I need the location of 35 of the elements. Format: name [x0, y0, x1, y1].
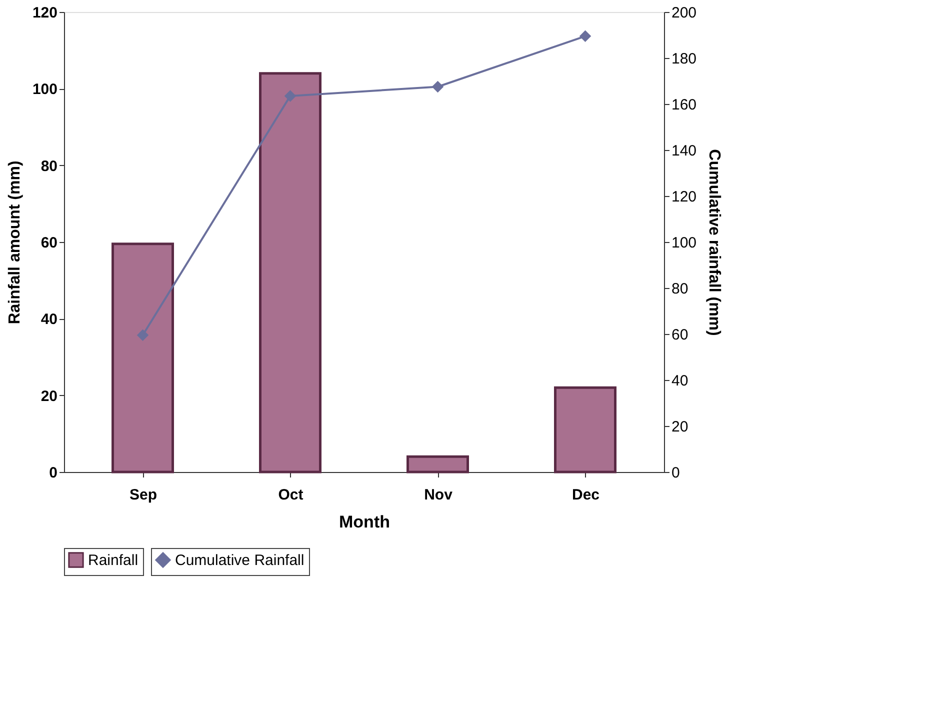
y2-tick-label: 80: [672, 280, 688, 298]
y-tick-label: 20: [40, 388, 58, 405]
y-axis-title: Rainfall amount (mm): [6, 160, 24, 324]
y-tick-label: 100: [32, 81, 58, 98]
y2-tick-label: 120: [672, 188, 697, 206]
point: [284, 90, 296, 102]
y2-tick-label: 160: [672, 96, 697, 114]
y-tick-label: 40: [40, 311, 58, 328]
y2-tick-label: 180: [672, 50, 697, 68]
point: [432, 81, 444, 92]
bar: [112, 242, 174, 474]
legend-label: Cumulative Rainfall: [175, 552, 304, 569]
bar: [554, 386, 616, 474]
y-tick-label: 120: [32, 4, 58, 22]
y2-axis-title: Cumulative rainfall (mm): [706, 149, 723, 336]
x-tick-label: Sep: [129, 486, 158, 504]
bar: [406, 455, 469, 474]
y2-tick-label: 100: [672, 234, 697, 252]
y2-tick-label: 140: [672, 142, 697, 160]
y-tick-label: 0: [49, 464, 58, 482]
x-tick-label: Dec: [572, 486, 600, 504]
point: [137, 330, 148, 341]
y-tick-label: 80: [40, 158, 58, 175]
y2-tick-label: 40: [672, 372, 688, 390]
y2-tick-label: 20: [672, 418, 688, 436]
y-tick-label: 60: [40, 234, 58, 252]
y2-tick-label: 60: [672, 326, 688, 344]
point: [580, 30, 591, 42]
x-tick-label: Oct: [278, 486, 304, 504]
y2-tick-label: 200: [672, 4, 697, 22]
bar: [259, 72, 322, 474]
legend-label: Rainfall: [88, 552, 138, 569]
x-tick-label: Nov: [424, 486, 454, 504]
x-axis-title: Month: [339, 512, 390, 532]
y2-tick-label: 0: [672, 464, 680, 482]
